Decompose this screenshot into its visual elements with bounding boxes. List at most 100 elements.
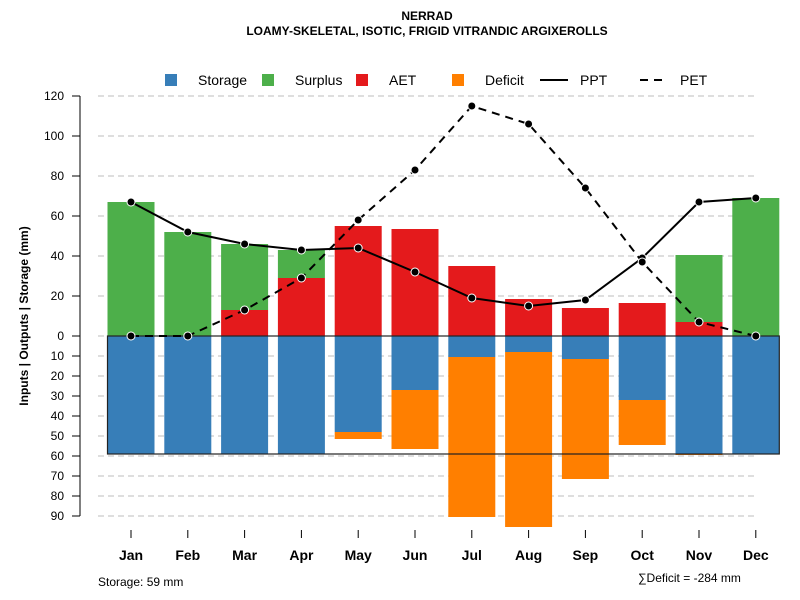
ppt-point [353, 243, 363, 253]
storage-bar [505, 336, 553, 352]
deficit-bar [561, 359, 609, 479]
chart-title: NERRAD [401, 9, 453, 23]
x-tick-label: Apr [289, 547, 314, 563]
pet-point [751, 331, 761, 341]
legend-swatch-aet [356, 74, 368, 86]
legend-label: Surplus [295, 72, 342, 88]
aet-bar [334, 226, 382, 336]
y-axis-label: Inputs | Outputs | Storage (mm) [17, 226, 31, 405]
x-tick-label: Aug [515, 547, 542, 563]
ppt-point [410, 267, 420, 277]
surplus-bar [107, 202, 155, 336]
aet-bar [618, 303, 666, 336]
y-tick-label: 0 [57, 329, 64, 343]
storage-bar [448, 336, 496, 357]
legend-swatch-storage [165, 74, 177, 86]
pet-line [131, 104, 757, 337]
y-tick-label: 60 [51, 449, 65, 463]
storage-bar [334, 336, 382, 432]
legend-label: PET [680, 72, 708, 88]
pet-point [410, 165, 420, 175]
storage-bar [107, 336, 155, 454]
legend-label: PPT [580, 72, 608, 88]
deficit-bar [618, 400, 666, 445]
legend-label: Storage [198, 72, 247, 88]
ppt-point [580, 295, 590, 305]
storage-bar [391, 336, 439, 390]
storage-capacity-box [106, 335, 780, 455]
x-tick-label: Feb [175, 547, 200, 563]
legend-label: AET [389, 72, 417, 88]
y-tick-label: 60 [51, 209, 65, 223]
surplus-bar [675, 255, 723, 322]
x-tick-label: Oct [631, 547, 655, 563]
ppt-point [183, 227, 193, 237]
pet-point [580, 183, 590, 193]
x-tick-label: Dec [743, 547, 769, 563]
pet-point [183, 331, 193, 341]
legend: Storage Surplus AET Deficit PPT PET [165, 72, 708, 88]
bars [106, 198, 780, 527]
pet-point [240, 305, 250, 315]
y-tick-label: 40 [51, 249, 65, 263]
legend-swatch-surplus [262, 74, 274, 86]
ppt-point [751, 193, 761, 203]
y-tick-label: 120 [44, 89, 64, 103]
y-tick-label: 30 [51, 389, 65, 403]
y-tick-label: 90 [51, 509, 65, 523]
surplus-bar [277, 250, 325, 278]
y-tick-label: 80 [51, 489, 65, 503]
deficit-note: ∑Deficit = -284 mm [638, 571, 741, 585]
y-tick-label: 50 [51, 429, 65, 443]
pet-point [126, 331, 136, 341]
pet-point [353, 215, 363, 225]
aet-bar [391, 229, 439, 336]
y-tick-label: 70 [51, 469, 65, 483]
aet-bar [277, 278, 325, 336]
deficit-bar [448, 357, 496, 517]
surplus-bar [732, 198, 780, 336]
storage-bar [732, 336, 780, 454]
pet-point [694, 317, 704, 327]
pet-point [467, 101, 477, 111]
pet-point [296, 273, 306, 283]
ppt-point [467, 293, 477, 303]
surplus-bar [221, 244, 269, 310]
ppt-point [524, 301, 534, 311]
legend-label: Deficit [485, 72, 524, 88]
storage-bar [618, 336, 666, 400]
x-tick-label: Jun [403, 547, 428, 563]
storage-bar [277, 336, 325, 454]
ppt-point [296, 245, 306, 255]
y-tick-label: 40 [51, 409, 65, 423]
x-tick-label: Jul [462, 547, 482, 563]
ppt-line [130, 197, 756, 308]
x-tick-label: Jan [119, 547, 143, 563]
aet-bar [561, 308, 609, 336]
axes: 0 20 40 60 80 100 120 10 20 30 40 50 60 70 80 90 Jan Feb M… [44, 89, 769, 563]
x-tick-label: Nov [686, 547, 713, 563]
lines [126, 101, 761, 341]
storage-bar [164, 336, 212, 454]
surplus-bar [164, 232, 212, 336]
ppt-point [240, 239, 250, 249]
y-tick-label: 80 [51, 169, 65, 183]
x-tick-label: Mar [232, 547, 257, 563]
storage-bar [675, 336, 723, 454]
y-tick-label: 100 [44, 129, 64, 143]
storage-note: Storage: 59 mm [98, 575, 183, 589]
deficit-bar [391, 390, 439, 449]
y-tick-label: 20 [51, 369, 65, 383]
ppt-point [694, 197, 704, 207]
ppt-point [126, 197, 136, 207]
y-tick-label: 20 [51, 289, 65, 303]
deficit-bar [505, 352, 553, 527]
storage-bar [221, 336, 269, 454]
legend-swatch-deficit [452, 74, 464, 86]
storage-bar [561, 336, 609, 359]
x-tick-label: May [345, 547, 372, 563]
deficit-bar [334, 432, 382, 439]
pet-point [637, 257, 647, 267]
y-tick-label: 10 [51, 349, 65, 363]
